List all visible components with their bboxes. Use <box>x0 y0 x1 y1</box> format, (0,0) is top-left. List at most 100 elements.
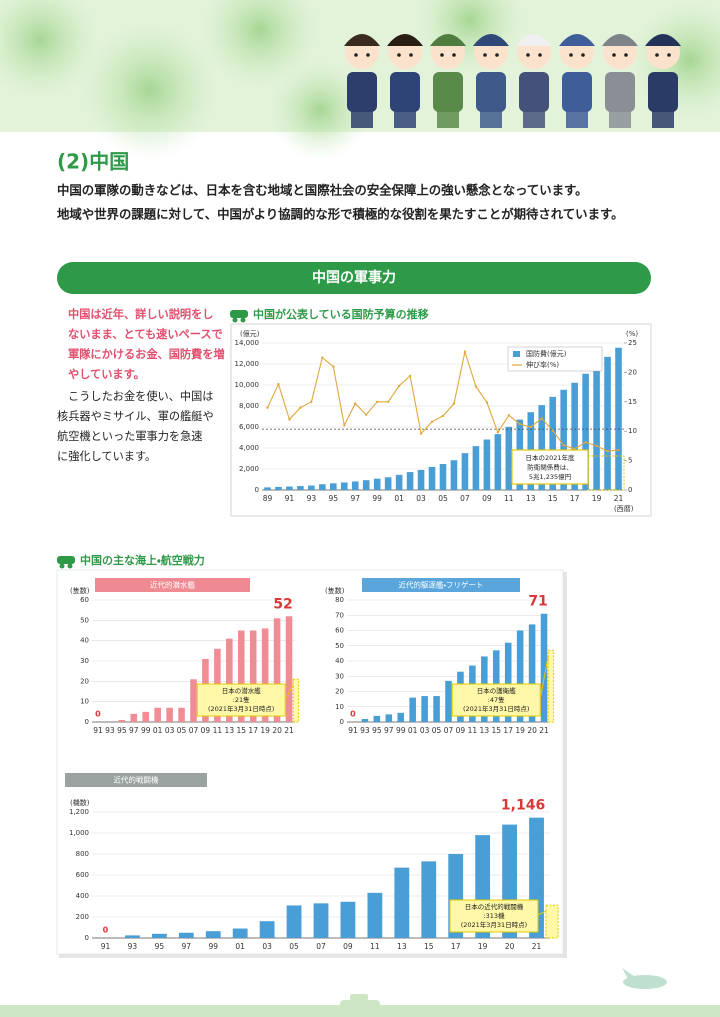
character-body <box>562 72 592 112</box>
bar <box>483 439 491 490</box>
bar <box>125 935 140 938</box>
line-point <box>507 414 511 417</box>
bar <box>308 485 315 490</box>
line-point <box>474 385 478 388</box>
y-tick-label: 80 <box>335 596 344 604</box>
x-tick-label: 03 <box>416 494 426 503</box>
x-tick-label: 19 <box>592 494 602 503</box>
y-tick-label: 600 <box>76 871 89 879</box>
bar <box>142 711 150 722</box>
japan-label: 日本の近代的戦闘機 <box>465 902 524 911</box>
bar <box>319 484 326 490</box>
y-tick-label: 8,000 <box>239 402 259 410</box>
character-hat <box>473 34 509 46</box>
bar <box>540 613 548 722</box>
x-tick-label: 91 <box>285 494 295 503</box>
x-tick-label: 09 <box>343 942 353 951</box>
line-point <box>277 382 280 386</box>
x-tick-label: 21 <box>539 726 549 735</box>
y-tick-label: 0 <box>255 486 259 494</box>
y-tick-label: 6,000 <box>239 423 259 431</box>
line-point <box>518 422 521 426</box>
y-tick-label: 10 <box>80 698 89 706</box>
x-tick-label: 15 <box>424 942 434 951</box>
y2-tick-label: 10 <box>628 427 637 435</box>
bar <box>582 373 589 490</box>
y-tick-label: 4,000 <box>239 444 259 452</box>
japan-label: :47隻 <box>488 695 505 704</box>
x-tick-label: 01 <box>153 726 163 735</box>
value-label: 0 <box>95 710 101 719</box>
x-tick-label: 03 <box>165 726 175 735</box>
bar <box>367 892 383 938</box>
body-line: に強化しています。 <box>57 450 156 463</box>
bar <box>118 719 126 722</box>
x-tick-label: 05 <box>289 942 299 951</box>
bar <box>549 396 556 490</box>
x-axis-label: (西暦) <box>614 505 634 513</box>
x-tick-label: 91 <box>348 726 358 735</box>
y2-axis-label: (%) <box>626 330 638 338</box>
character-legs <box>523 110 545 128</box>
x-tick-label: 99 <box>372 494 382 503</box>
character-legs <box>394 110 416 128</box>
x-tick-label: 17 <box>503 726 513 735</box>
bar <box>226 638 233 722</box>
japan-label: (2021年3月31日時点) <box>463 704 530 713</box>
bar <box>313 903 329 938</box>
bar <box>494 434 502 490</box>
bar <box>397 712 405 722</box>
bar <box>421 696 428 722</box>
y-tick-label: 20 <box>80 677 89 685</box>
bar <box>428 466 436 490</box>
section-title: 中国の軍事力 <box>312 269 396 286</box>
line-point <box>584 441 587 444</box>
character-eye <box>526 53 530 57</box>
japan-label: 日本の潜水艦 <box>222 686 262 695</box>
bar <box>261 628 269 722</box>
y-tick-label: 0 <box>85 934 89 942</box>
bar <box>571 382 578 490</box>
x-tick-label: 97 <box>350 494 360 503</box>
x-tick-label: 97 <box>129 726 139 735</box>
japan-label: (2021年3月31日時点) <box>208 704 275 713</box>
y-tick-label: 40 <box>80 637 89 645</box>
character-eye <box>624 53 628 57</box>
body-line: こうしたお金を使い、中国は <box>68 389 213 403</box>
character-body <box>390 72 420 112</box>
character-legs <box>652 110 674 128</box>
bar <box>232 928 248 938</box>
x-tick-label: 93 <box>105 726 115 735</box>
x-tick-label: 13 <box>526 494 536 503</box>
y-tick-label: 10 <box>335 703 344 711</box>
character-eye <box>440 53 444 57</box>
character-body <box>519 72 549 112</box>
x-tick-label: 17 <box>451 942 461 951</box>
section-heading: (2)中国 <box>57 150 129 174</box>
character-eye <box>655 53 659 57</box>
y-tick-label: 12,000 <box>235 360 260 368</box>
line-point <box>299 406 302 409</box>
y-axis-label: (機数) <box>70 798 90 807</box>
character-body <box>605 72 635 112</box>
x-tick-label: 20 <box>505 942 515 951</box>
character-legs <box>480 110 502 128</box>
y-tick-label: 30 <box>80 657 89 665</box>
bar <box>395 474 403 490</box>
character-eye <box>354 53 358 57</box>
legend <box>507 346 603 372</box>
y-tick-label: 60 <box>80 596 89 604</box>
bar <box>178 932 194 938</box>
y-axis-label: (隻数) <box>70 586 90 595</box>
bar <box>330 483 337 490</box>
x-tick-label: 11 <box>370 942 380 951</box>
y-tick-label: 14,000 <box>235 339 260 347</box>
line-point <box>365 413 368 416</box>
body-line: 核兵器やミサイル、軍の艦艇や <box>57 409 214 423</box>
x-tick-label: 19 <box>260 726 270 735</box>
x-tick-label: 91 <box>93 726 103 735</box>
chart-title-box <box>362 578 520 592</box>
legend-swatch <box>513 351 520 357</box>
chart-title: 近代的駆逐艦・フリゲート <box>398 580 483 590</box>
